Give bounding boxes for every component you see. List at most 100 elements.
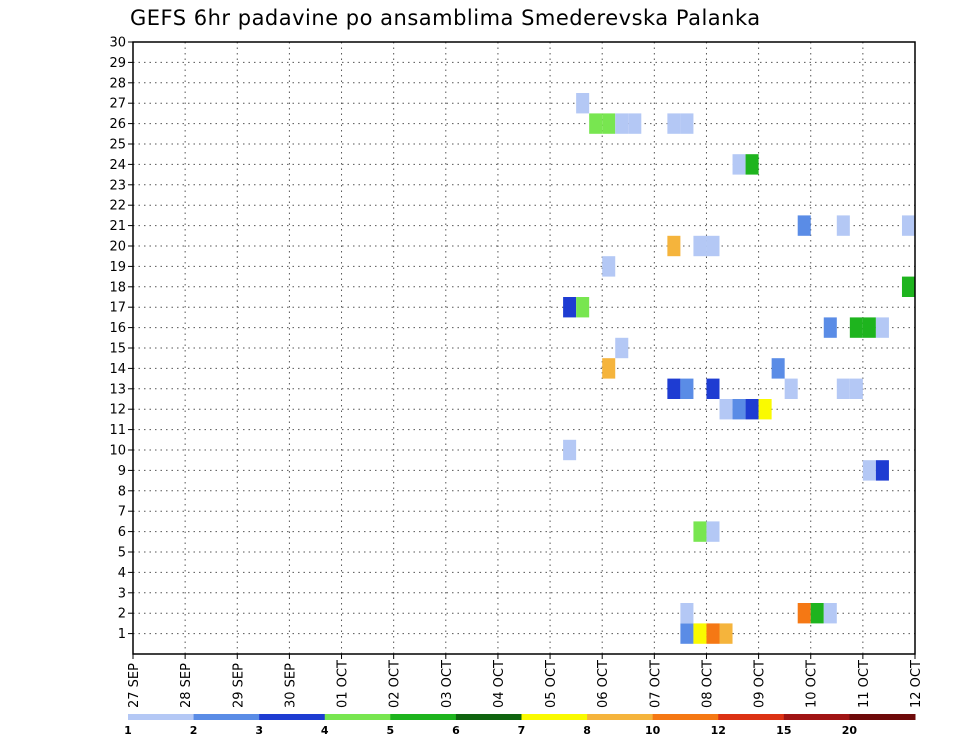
legend-label: 4 <box>321 724 329 737</box>
precip-cell <box>602 113 616 134</box>
legend-label: 1 <box>124 724 132 737</box>
grid-lines <box>132 41 916 654</box>
legend-swatch <box>193 714 260 720</box>
precip-cell <box>615 337 629 359</box>
precip-cell <box>563 439 577 461</box>
precip-cell <box>862 317 876 338</box>
precip-cell <box>875 317 889 338</box>
y-tick-label: 20 <box>109 240 126 255</box>
y-tick-label: 22 <box>109 199 126 214</box>
y-tick-label: 25 <box>109 138 126 153</box>
chart-title: GEFS 6hr padavine po ansamblima Smederev… <box>130 6 761 30</box>
y-tick-label: 8 <box>118 484 126 499</box>
precip-cell <box>693 623 707 644</box>
y-tick-label: 21 <box>109 219 126 234</box>
precip-cell <box>901 215 915 236</box>
legend-swatch <box>587 714 654 720</box>
y-tick-label: 2 <box>118 607 126 622</box>
precip-cell <box>706 378 720 399</box>
precip-cell <box>849 378 863 399</box>
legend-label: 8 <box>583 724 591 737</box>
precip-cell <box>563 297 577 318</box>
precip-cell <box>693 521 707 542</box>
legend-swatch <box>259 714 326 720</box>
precip-cell <box>719 623 733 644</box>
precip-cell <box>667 235 681 257</box>
precip-cell <box>771 358 785 379</box>
precip-cells <box>563 93 915 644</box>
precip-cell <box>836 215 850 236</box>
precip-cell <box>667 113 681 134</box>
y-tick-label: 16 <box>109 321 126 336</box>
precip-cell <box>628 113 642 134</box>
legend-label: 5 <box>387 724 395 737</box>
y-tick-label: 7 <box>118 505 126 520</box>
precip-cell <box>719 399 733 420</box>
x-tick-label: 10 OCT <box>805 660 820 708</box>
x-axis: 27 SEP 28 SEP 29 SEP 30 SEP 01 OCT 02 OCT 03 O… <box>127 654 924 708</box>
y-tick-label: 19 <box>109 260 126 275</box>
y-tick-label: 14 <box>109 362 126 377</box>
y-tick-label: 28 <box>109 76 126 91</box>
precip-cell <box>589 113 603 134</box>
legend-label: 10 <box>645 724 661 737</box>
precip-cell <box>576 93 590 114</box>
y-tick-label: 11 <box>109 423 126 438</box>
y-tick-label: 13 <box>109 382 126 397</box>
precip-cell <box>667 378 681 399</box>
y-tick-label: 12 <box>109 403 126 418</box>
y-tick-label: 3 <box>118 586 126 601</box>
legend-swatch <box>718 714 785 720</box>
y-tick-label: 23 <box>109 178 126 193</box>
x-tick-label: 07 OCT <box>648 660 663 708</box>
color-legend: 1 2 3 4 5 6 7 8 10 12 15 20 <box>124 714 916 737</box>
precip-cell <box>836 378 850 399</box>
x-tick-label: 05 OCT <box>544 660 559 708</box>
legend-swatch <box>324 714 391 720</box>
precip-cell <box>680 113 694 134</box>
precip-cell <box>745 399 759 420</box>
legend-label: 7 <box>518 724 526 737</box>
y-tick-label: 15 <box>109 342 126 357</box>
x-tick-label: 29 SEP <box>231 663 246 708</box>
x-tick-label: 06 OCT <box>596 660 611 708</box>
legend-swatch <box>128 714 195 720</box>
x-tick-label: 01 OCT <box>336 660 351 708</box>
precip-cell <box>849 317 863 338</box>
precip-cell <box>680 603 694 624</box>
legend-swatch <box>849 714 916 720</box>
precip-cell <box>615 113 629 134</box>
y-axis: 1234567891011121314151617181920212223242… <box>109 36 133 642</box>
x-tick-label: 28 SEP <box>179 663 194 708</box>
x-tick-label: 09 OCT <box>753 660 768 708</box>
x-tick-label: 02 OCT <box>388 660 403 708</box>
precip-cell <box>602 256 616 277</box>
precip-cell <box>901 276 915 297</box>
precip-cell <box>706 623 720 644</box>
precip-cell <box>732 154 746 175</box>
precip-cell <box>862 460 876 481</box>
y-tick-label: 18 <box>109 280 126 295</box>
legend-swatch <box>455 714 522 720</box>
precip-cell <box>602 358 616 379</box>
precip-cell <box>823 603 837 624</box>
x-tick-label: 04 OCT <box>492 660 507 708</box>
legend-swatch <box>783 714 850 720</box>
x-tick-label: 27 SEP <box>127 663 142 708</box>
legend-swatch <box>390 714 457 720</box>
y-tick-label: 9 <box>118 464 126 479</box>
legend-swatch <box>652 714 719 720</box>
x-tick-label: 11 OCT <box>857 660 872 708</box>
x-tick-label: 12 OCT <box>909 660 924 708</box>
y-tick-label: 26 <box>109 117 126 132</box>
y-tick-label: 10 <box>109 444 126 459</box>
x-tick-label: 08 OCT <box>700 660 715 708</box>
y-tick-label: 17 <box>109 301 126 316</box>
legend-label: 2 <box>190 724 198 737</box>
precip-cell <box>576 297 590 318</box>
precip-cell <box>784 378 798 399</box>
y-tick-label: 5 <box>118 546 126 561</box>
legend-label: 12 <box>711 724 726 737</box>
precip-cell <box>823 317 837 338</box>
